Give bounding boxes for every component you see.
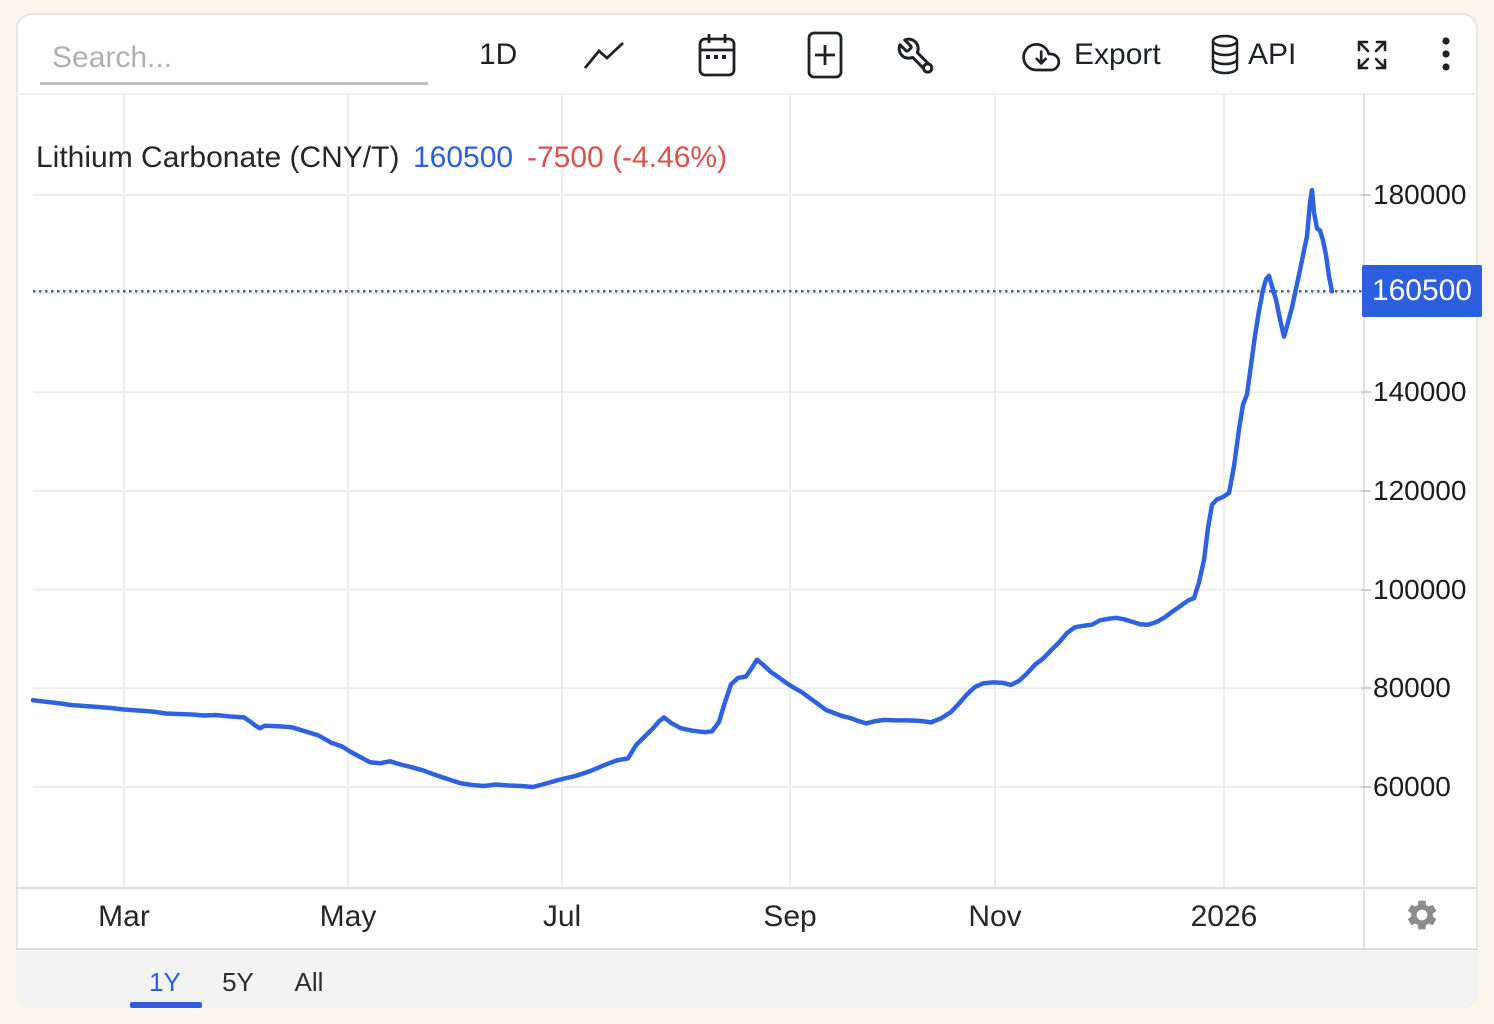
wrench-icon[interactable] [896,36,934,74]
tab-5y[interactable]: 5Y [222,967,254,997]
x-axis-line [16,887,1478,889]
current-price-badge: 160500 [1362,265,1482,318]
y-axis-label: 120000 [1373,475,1467,506]
y-axis-label: 140000 [1373,376,1467,408]
price-series-line [30,187,1335,790]
api-button[interactable]: API [1248,38,1297,71]
tab-1y[interactable]: 1Y [149,967,181,997]
x-axis-label: Sep [763,900,817,933]
more-options-icon[interactable] [1441,36,1451,74]
x-axis-label: Jul [542,900,582,933]
y-axis-line [1363,93,1365,948]
y-axis-tick [1361,391,1371,394]
search-input[interactable]: Search... [52,41,173,74]
y-axis-label: 180000 [1373,179,1467,210]
x-axis-label: Nov [968,900,1022,933]
chart-price: 160500 [413,141,514,174]
api-database-icon[interactable] [1210,34,1240,76]
chart-title: Lithium Carbonate (CNY/T) [36,141,400,174]
x-axis-label: 2026 [1190,900,1258,933]
calendar-icon[interactable] [697,32,737,78]
y-axis-label: 100000 [1373,573,1467,605]
plot-top-border [16,93,1478,95]
chart-change: -7500 (-4.46%) [527,141,728,174]
y-axis-tick [1361,490,1371,492]
y-axis-label: 80000 [1373,672,1451,704]
x-axis-label: Mar [98,900,150,933]
fullscreen-icon[interactable] [1352,35,1392,75]
line-style-icon[interactable] [582,40,626,74]
y-axis-tick [1361,786,1371,788]
y-axis-label: 60000 [1373,771,1451,802]
interval-button[interactable]: 1D [479,38,518,71]
chart-card [16,13,1478,1008]
search-underline [40,82,428,85]
y-axis-tick [1361,687,1371,690]
active-tab-underline [130,1002,202,1008]
export-button[interactable]: Export [1074,38,1161,71]
x-axis-label: May [319,900,377,933]
tab-all[interactable]: All [294,967,324,997]
compare-icon[interactable] [807,31,843,79]
gear-icon[interactable] [1404,897,1440,933]
y-axis-tick [1361,194,1371,196]
footer-bar [16,948,1478,1008]
export-cloud-icon[interactable] [1021,37,1063,75]
y-axis-tick [1361,588,1371,591]
